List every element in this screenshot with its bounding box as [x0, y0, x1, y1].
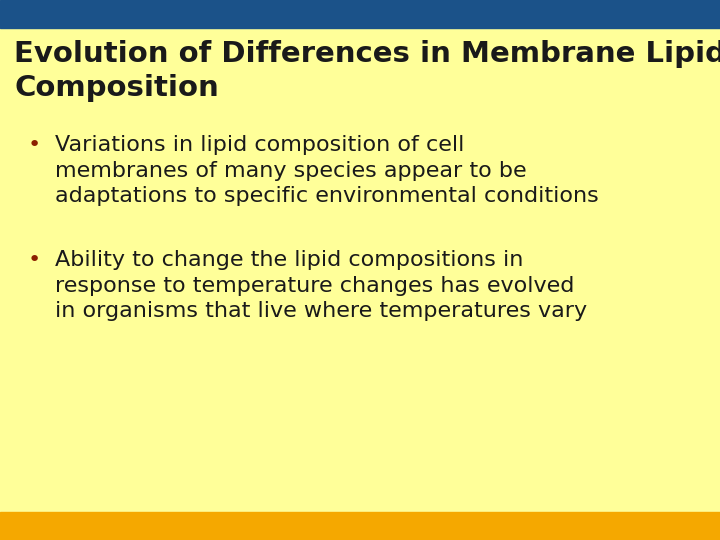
Text: •: • [28, 250, 41, 270]
Text: Ability to change the lipid compositions in
response to temperature changes has : Ability to change the lipid compositions… [55, 250, 587, 321]
Bar [0, 512, 720, 540]
Bar [0, 0, 720, 28]
Text: Variations in lipid composition of cell
membranes of many species appear to be
a: Variations in lipid composition of cell … [55, 135, 599, 206]
Text: •: • [28, 135, 41, 155]
Text: Evolution of Differences in Membrane Lipid
Composition: Evolution of Differences in Membrane Lip… [14, 40, 720, 102]
Text: © 2011 Pearson Education, Inc.: © 2011 Pearson Education, Inc. [14, 521, 191, 531]
